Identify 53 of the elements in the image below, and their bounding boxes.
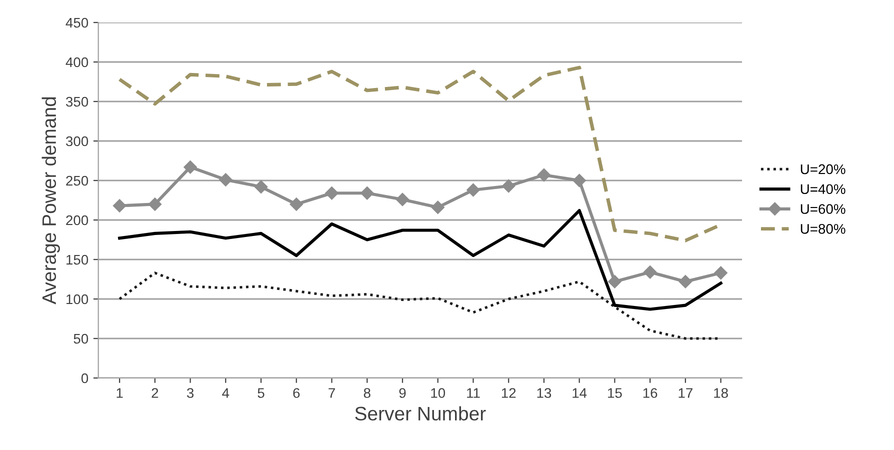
point <box>502 179 516 193</box>
y-tick-label: 150 <box>66 254 88 265</box>
x-tick-label: 5 <box>258 388 264 398</box>
x-tick-label: 3 <box>186 388 194 398</box>
legend-label: U=60% <box>800 204 846 214</box>
y-tick-label: 200 <box>66 215 88 226</box>
point <box>184 160 197 174</box>
y-tick-label: 0 <box>81 373 88 384</box>
x-tick-label: 11 <box>467 388 480 398</box>
x-tick-label: 16 <box>643 388 658 398</box>
x-tick-label: 14 <box>572 388 587 398</box>
point <box>112 199 126 212</box>
point <box>678 275 692 288</box>
point <box>714 266 728 280</box>
point <box>396 192 410 206</box>
y-tick-label: 300 <box>66 136 88 146</box>
x-tick-label: 1 <box>116 388 123 398</box>
point <box>219 173 232 186</box>
x-tick-label: 9 <box>399 388 406 398</box>
y-tick-label: 100 <box>66 294 88 304</box>
point <box>466 183 480 197</box>
x-tick-label: 8 <box>364 388 370 398</box>
legend-label: U=80% <box>800 224 846 234</box>
legend-label: U=40% <box>800 184 846 194</box>
point <box>537 168 551 182</box>
x-tick-label: 13 <box>537 388 552 398</box>
point <box>431 200 444 214</box>
x-tick-label: 2 <box>152 388 158 398</box>
y-tick-label: 50 <box>74 334 88 344</box>
y-tick-label: 250 <box>66 176 88 186</box>
x-tick-label: 10 <box>431 388 446 398</box>
x-tick-label: 18 <box>714 388 728 398</box>
x-tick-label: 4 <box>222 388 230 398</box>
x-tick-label: 15 <box>608 388 622 398</box>
point <box>608 275 622 288</box>
x-tick-label: 12 <box>502 388 516 398</box>
point <box>572 174 586 188</box>
y-tick-label: 450 <box>66 18 88 28</box>
x-tick-label: 7 <box>328 388 335 398</box>
point <box>290 198 303 211</box>
y-tick-label: 350 <box>66 96 88 107</box>
y-axis-title: Average Power demand <box>42 97 60 304</box>
legend-label: U=20% <box>800 164 846 174</box>
point <box>148 198 162 211</box>
x-tick-label: 17 <box>678 388 692 398</box>
y-tick-label: 400 <box>66 57 88 68</box>
point <box>643 266 657 279</box>
point <box>360 186 374 200</box>
line-series <box>118 208 722 311</box>
x-tick-label: 6 <box>293 388 300 398</box>
point <box>254 180 268 194</box>
x-axis-title: Server Number <box>355 406 486 421</box>
point <box>325 186 338 200</box>
